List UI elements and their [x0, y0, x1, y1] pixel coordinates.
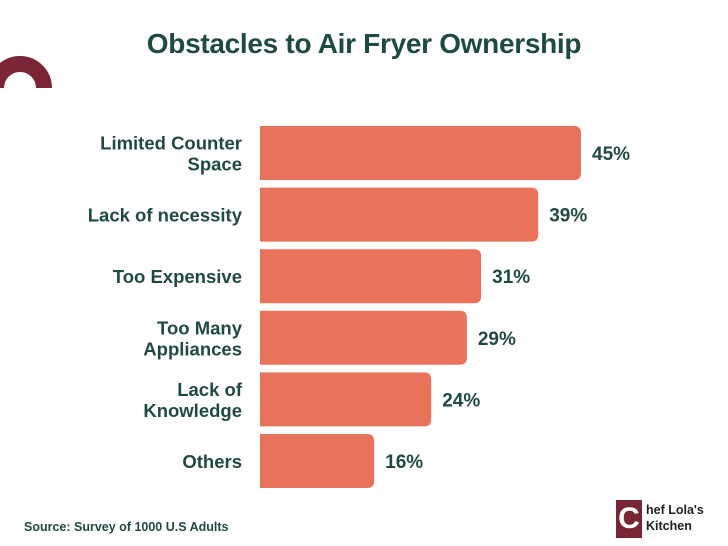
value-label-4: 29%	[478, 329, 516, 350]
bar-6	[260, 434, 375, 488]
brand-logo: C hef Lola's Kitchen	[616, 500, 716, 540]
logo-text: hef Lola's Kitchen	[646, 502, 718, 534]
logo-text-line-1: hef Lola's	[646, 503, 704, 517]
category-label-1-line-1: Limited Counter	[100, 133, 242, 154]
category-label-4-line-2: Appliances	[143, 338, 242, 359]
value-label-6: 16%	[385, 452, 423, 473]
category-label-5-line-2: Knowledge	[143, 400, 242, 421]
category-label-4-line-1: Too Many	[157, 317, 243, 338]
category-label-3-line-1: Too Expensive	[113, 266, 242, 287]
value-label-1: 45%	[592, 144, 630, 165]
category-label-5-line-1: Lack of	[177, 379, 243, 400]
category-label-1-line-2: Space	[187, 154, 242, 175]
value-label-5: 24%	[442, 390, 480, 411]
bar-3	[260, 249, 482, 304]
bar-2	[260, 187, 539, 242]
decorative-arc-icon	[0, 56, 52, 88]
logo-mark: C	[616, 500, 642, 538]
logo-text-line-2: Kitchen	[646, 519, 692, 533]
source-note: Source: Survey of 1000 U.S Adults	[24, 520, 229, 534]
value-label-2: 39%	[549, 206, 587, 227]
category-label-6-line-1: Others	[182, 451, 242, 472]
bar-4	[260, 310, 467, 365]
category-label-2-line-1: Lack of necessity	[88, 205, 243, 226]
bar-1	[260, 126, 581, 180]
bar-5	[260, 372, 432, 427]
chart-title: Obstacles to Air Fryer Ownership	[146, 28, 582, 59]
value-label-3: 31%	[492, 267, 530, 288]
